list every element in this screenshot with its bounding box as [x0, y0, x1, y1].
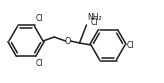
Text: O: O	[65, 37, 71, 45]
Text: NH₂: NH₂	[88, 13, 102, 21]
Text: Cl: Cl	[91, 18, 99, 27]
Text: Cl: Cl	[35, 59, 43, 68]
Text: Cl: Cl	[127, 42, 134, 50]
Text: Cl: Cl	[35, 14, 43, 23]
